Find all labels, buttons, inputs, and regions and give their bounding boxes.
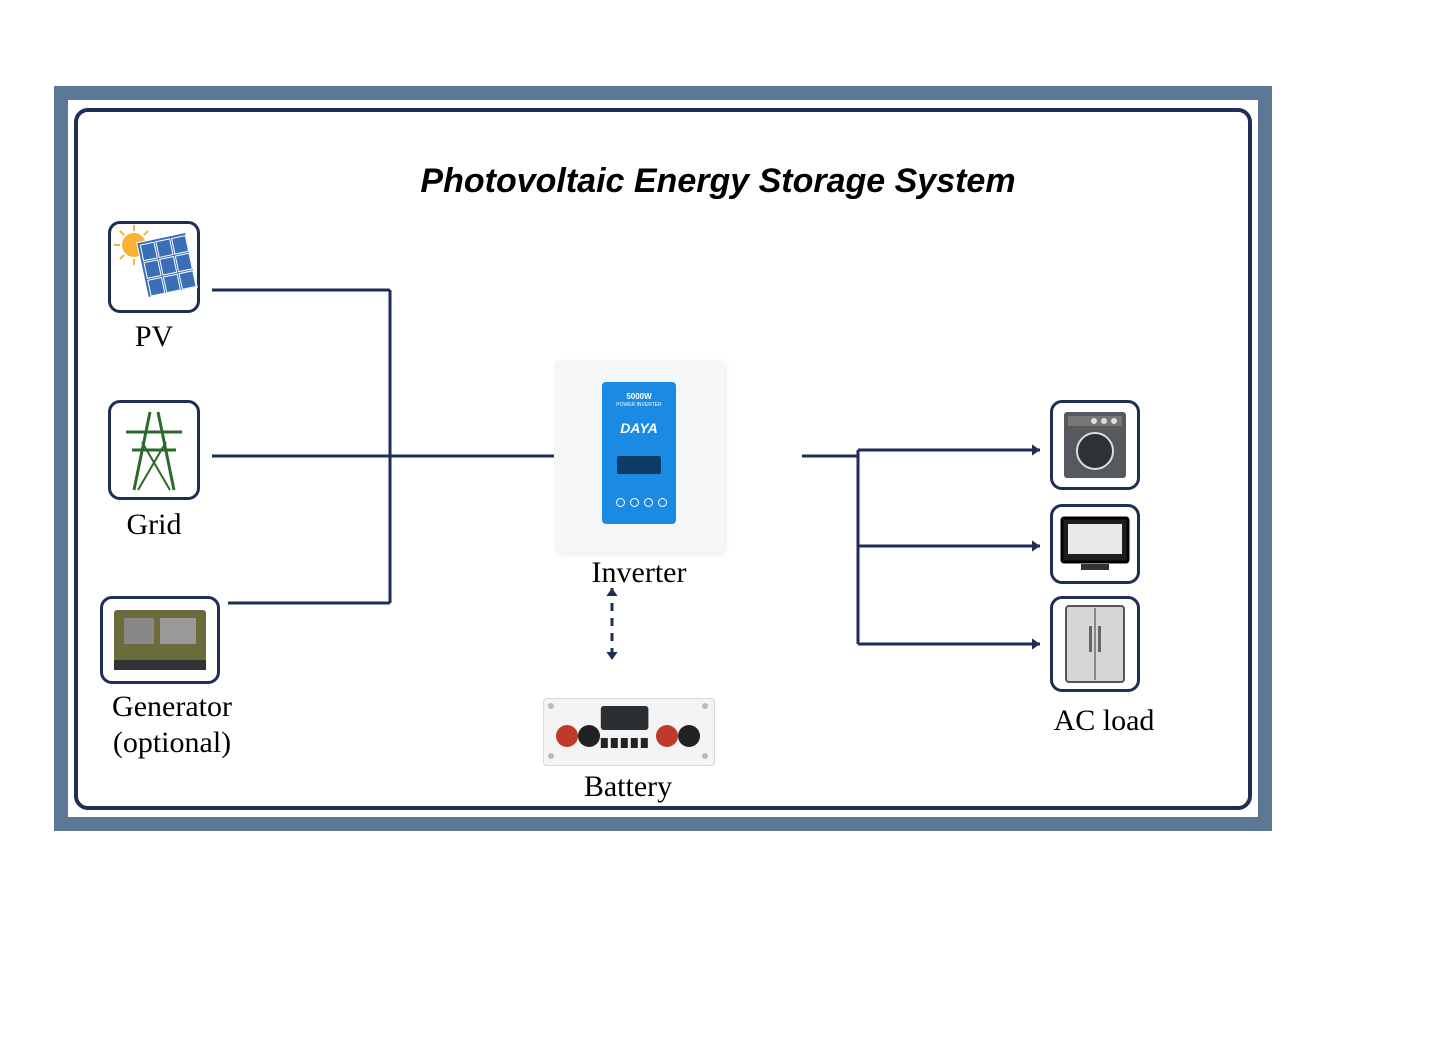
grid-icon-box (108, 400, 200, 500)
grid-label: Grid (88, 508, 220, 542)
generator-icon-box (100, 596, 220, 684)
load-tv-icon-box (1050, 504, 1140, 584)
load-fridge-icon-box (1050, 596, 1140, 692)
pv-label: PV (88, 320, 220, 354)
acload-label: AC load (1034, 704, 1174, 738)
inverter-device-icon: 5000W POWER INVERTER DAYA (554, 360, 724, 552)
generator-label: Generator (92, 690, 252, 724)
diagram-title: Photovoltaic Energy Storage System (0, 162, 1436, 201)
battery-label: Battery (523, 770, 733, 804)
load-washer-icon-box (1050, 400, 1140, 490)
inverter-wattage-text: 5000W (602, 392, 677, 401)
pv-icon-box (108, 221, 200, 313)
inverter-subtitle-text: POWER INVERTER (602, 402, 677, 408)
generator-sublabel: (optional) (92, 726, 252, 760)
battery-device-icon (543, 698, 715, 766)
inverter-brand-text: DAYA (602, 420, 677, 436)
inverter-front-panel: 5000W POWER INVERTER DAYA (602, 382, 677, 524)
inverter-label: Inverter (534, 556, 744, 590)
